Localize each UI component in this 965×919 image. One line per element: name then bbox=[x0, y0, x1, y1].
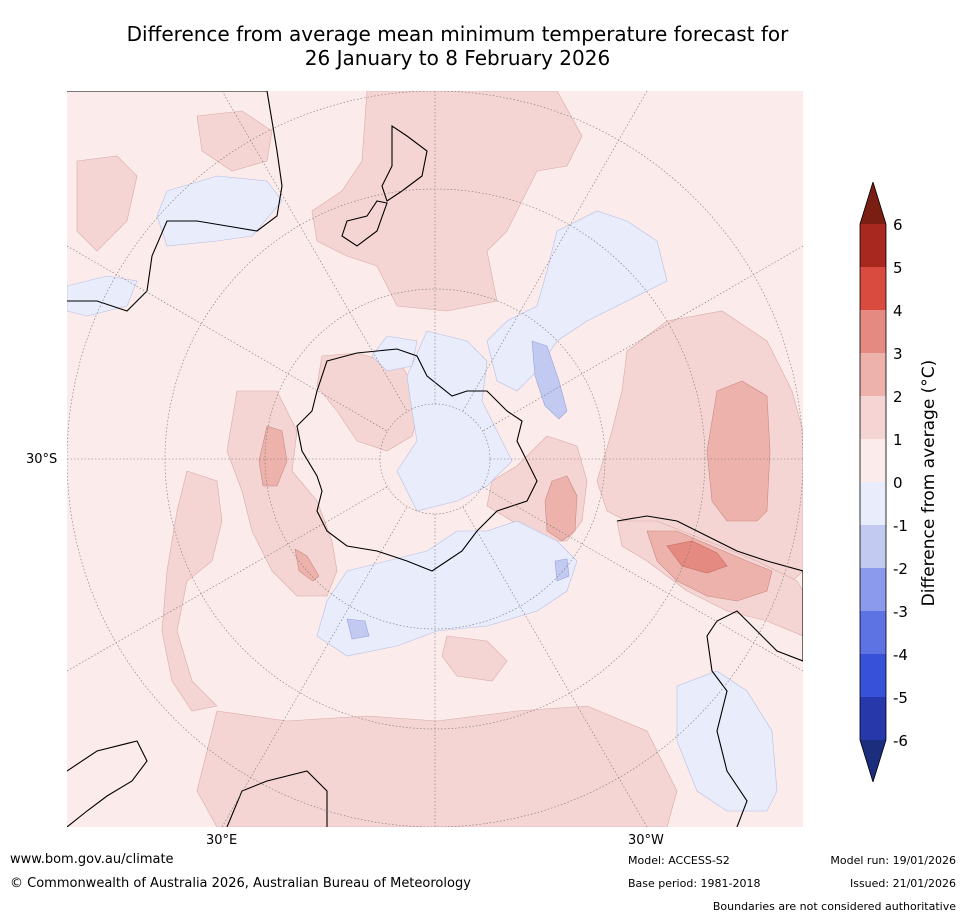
title-line-1: Difference from average mean minimum tem… bbox=[126, 22, 789, 46]
coastlines bbox=[67, 91, 803, 827]
drake-cold-region bbox=[554, 558, 570, 582]
colorbar-tick-4: 4 bbox=[893, 302, 903, 320]
south-america-coast-cool-region bbox=[676, 670, 778, 812]
indian-hot-region bbox=[258, 425, 288, 487]
southern-warm-band-region bbox=[196, 705, 678, 827]
footer-base-period: Base period: 1981-2018 bbox=[628, 877, 761, 890]
colorbar-band-m2-m1 bbox=[860, 525, 886, 568]
lon-label-30w: 30°W bbox=[628, 833, 664, 848]
nz-north-warm-region bbox=[196, 110, 273, 172]
colorbar-tick-2: 2 bbox=[893, 388, 903, 406]
atlantic-hot-region bbox=[706, 380, 771, 522]
colorbar-band-m1-0 bbox=[860, 482, 886, 525]
colorbar-tick-m6: -6 bbox=[893, 732, 908, 750]
lat-circle-60s bbox=[264, 288, 606, 630]
colorbar-band-2-3 bbox=[860, 353, 886, 396]
colorbar-band-m6-m5 bbox=[860, 697, 886, 740]
south-america-coast bbox=[616, 515, 803, 827]
colorbar-band-5-6 bbox=[860, 224, 886, 267]
west-ocean-warm-region bbox=[76, 155, 138, 252]
colorbar-band-m5-m4 bbox=[860, 654, 886, 697]
new-zealand-north-coast bbox=[381, 124, 428, 202]
title-line-2: 26 January to 8 February 2026 bbox=[304, 46, 611, 70]
atlantic-south-warm-region bbox=[441, 635, 508, 682]
australia-coast bbox=[67, 91, 283, 312]
colorbar-extend-high bbox=[860, 182, 886, 224]
indian-ocean-warm-region bbox=[226, 390, 338, 597]
colorbar-band-m3-m2 bbox=[860, 568, 886, 611]
tasman-cool-region bbox=[156, 175, 283, 247]
anomaly-minus-1-to-0-regions bbox=[67, 175, 778, 812]
africa-coast bbox=[67, 740, 148, 827]
new-zealand-south-coast bbox=[341, 200, 388, 247]
footer-url: www.bom.gov.au/climate bbox=[10, 852, 174, 867]
colorbar-tick-0: 0 bbox=[893, 474, 903, 492]
atlantic-cold-region bbox=[531, 340, 568, 420]
anomaly-minus-2-to-minus-1-regions bbox=[346, 340, 570, 640]
map-title: Difference from average mean minimum tem… bbox=[60, 22, 855, 70]
lat-label-30s: 30°S bbox=[26, 452, 58, 467]
footer-disclaimer: Boundaries are not considered authoritat… bbox=[712, 900, 956, 913]
pacific-warm-region bbox=[311, 91, 583, 312]
colorbar-tick-m1: -1 bbox=[893, 517, 908, 535]
lon-label-30e: 30°E bbox=[206, 833, 238, 848]
graticule bbox=[67, 91, 803, 827]
meridian-150e bbox=[221, 91, 408, 412]
anomaly-3-to-4-region bbox=[666, 540, 728, 574]
colorbar-tick-6: 6 bbox=[893, 216, 903, 234]
colorbar-tick-m5: -5 bbox=[893, 689, 908, 707]
colorbar-tick-3: 3 bbox=[893, 345, 903, 363]
colorbar-band-4-5 bbox=[860, 267, 886, 310]
colorbar-tick-1: 1 bbox=[893, 431, 903, 449]
footer-copyright: © Commonwealth of Australia 2026, Austra… bbox=[10, 876, 471, 891]
antarctic-cool-region bbox=[396, 330, 513, 512]
southern-africa-coast bbox=[226, 770, 328, 827]
colorbar-tick-m3: -3 bbox=[893, 603, 908, 621]
forecast-map bbox=[67, 91, 803, 827]
meridian-120w bbox=[482, 245, 803, 432]
colorbar-band-1-2 bbox=[860, 396, 886, 439]
meridian-120e bbox=[67, 245, 388, 432]
antarctica-coast bbox=[296, 348, 538, 572]
colorbar-band-m4-m3 bbox=[860, 611, 886, 654]
colorbar-band-3-4 bbox=[860, 310, 886, 353]
colorbar-tick-m4: -4 bbox=[893, 646, 908, 664]
colorbar-title: Difference from average (°C) bbox=[919, 359, 939, 607]
meridian-30e bbox=[221, 506, 408, 827]
colorbar-outline bbox=[859, 182, 887, 782]
southern-ocean-cool-region bbox=[316, 520, 578, 657]
indian-south-hot-region bbox=[294, 548, 320, 582]
indian-ocean-band-region bbox=[161, 470, 223, 712]
ross-sea-cool-region bbox=[371, 335, 418, 372]
colorbar-band-0-1 bbox=[860, 439, 886, 482]
colorbar-tick-m2: -2 bbox=[893, 560, 908, 578]
footer-issued: Issued: 21/01/2026 bbox=[849, 877, 956, 890]
colorbar bbox=[859, 182, 887, 782]
footer-model: Model: ACCESS-S2 bbox=[628, 854, 730, 867]
colorbar-tick-5: 5 bbox=[893, 259, 903, 277]
footer-model-run: Model run: 19/01/2026 bbox=[830, 854, 956, 867]
colorbar-extend-low bbox=[860, 740, 886, 782]
west-edge-cool-region bbox=[67, 275, 138, 317]
southern-cold-region bbox=[346, 618, 370, 640]
